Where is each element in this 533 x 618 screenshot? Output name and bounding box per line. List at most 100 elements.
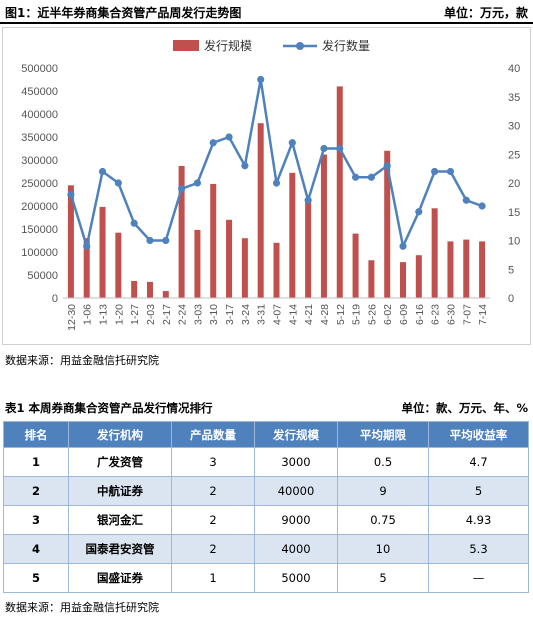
bar [447,241,454,298]
bar [241,238,248,298]
bar [210,183,217,298]
line-point [114,179,122,187]
line-point [367,173,375,181]
cell-org: 中航证券 [68,476,172,506]
table-title: 表1 本周券商集合资管产品发行情况排行 [5,401,213,415]
bar [479,241,486,298]
bar [336,86,343,299]
bar [131,280,138,298]
cell-rank: 3 [3,505,69,535]
x-tick-label: 2-24 [177,304,189,325]
cell-yield: 4.7 [428,447,529,477]
bar [289,172,296,298]
cell-term: 0.75 [337,505,429,535]
x-tick-label: 7-14 [477,304,489,325]
line-point [478,202,486,210]
line-point [257,75,265,84]
cell-scale: 4000 [254,534,338,564]
bar [83,238,90,298]
x-tick-label: 1-20 [113,304,125,325]
legend-line-marker [296,42,304,50]
cell-scale: 3000 [254,447,338,477]
y-left-tick-label: 200000 [21,201,58,213]
legend-line-label: 发行数量 [322,38,370,53]
bar [273,242,280,298]
table-row: 3 银河金汇 2 9000 0.75 4.93 [3,505,529,535]
y-right-tick-label: 20 [508,178,520,190]
bar [384,150,391,298]
bar [257,123,264,298]
cell-org: 广发资管 [68,447,172,477]
y-right-tick-label: 0 [508,293,514,305]
table-header-row: 排名 发行机构 产品数量 发行规模 平均期限 平均收益率 [3,421,529,448]
cell-rank: 5 [3,563,69,593]
cell-scale: 5000 [254,563,338,593]
figure-source: 数据来源：用益金融信托研究院 [5,354,159,367]
line-point [83,242,91,250]
line-point [399,242,407,250]
cell-count: 2 [171,476,255,506]
x-tick-label: 6-30 [445,304,457,325]
bar [352,233,359,298]
y-left-tick-label: 500000 [21,63,58,75]
x-tick-label: 4-14 [287,304,299,325]
cell-yield: — [428,563,529,593]
y-left-tick-label: 400000 [21,109,58,121]
bar [194,229,201,298]
x-tick-label: 6-09 [398,304,410,325]
y-right-tick-label: 15 [508,207,520,219]
header-rank: 排名 [3,421,69,448]
cell-rank: 1 [3,447,69,477]
x-tick-label: 3-24 [240,304,252,325]
x-tick-label: 3-31 [256,304,268,325]
cell-yield: 4.93 [428,505,529,535]
table-source: 数据来源：用益金融信托研究院 [5,601,159,614]
x-tick-label: 5-12 [335,304,347,325]
cell-rank: 4 [3,534,69,564]
bar [431,208,438,298]
cell-rank: 2 [3,476,69,506]
y-left-tick-label: 450000 [21,86,58,98]
bar [400,262,407,298]
line-point [67,190,75,199]
table-row: 5 国盛证券 1 5000 5 — [3,563,529,593]
x-tick-label: 4-07 [272,304,284,325]
line-point [304,196,312,204]
x-tick-label: 3-10 [208,304,220,325]
line-point [225,133,233,141]
bar [226,219,233,298]
x-tick-label: 12-30 [66,304,78,331]
cell-org: 银河金汇 [68,505,172,535]
legend-bar-swatch [173,40,199,51]
line-point [241,162,249,170]
line-point [320,144,328,153]
bar [178,165,185,298]
cell-yield: 5 [428,476,529,506]
line-point [288,139,296,147]
x-tick-label: 5-19 [351,304,363,325]
bar [146,281,153,298]
line-point [336,144,344,153]
y-left-tick-label: 150000 [21,224,58,236]
table-row: 4 国泰君安资管 2 4000 10 5.3 [3,534,529,564]
line-point [431,167,439,176]
x-tick-label: 5-26 [366,304,378,325]
table-unit: 单位：款、万元、年、% [401,401,528,415]
y-left-tick-label: 350000 [21,132,58,144]
header-org: 发行机构 [68,421,172,448]
line-point [462,196,470,204]
y-left-tick-label: 300000 [21,155,58,167]
x-tick-label: 6-02 [382,304,394,325]
x-tick-label: 2-17 [161,304,173,325]
figure-header: 图1：近半年券商集合资管产品周发行走势图 单位：万元，款 [0,0,533,24]
line-point [193,179,202,187]
figure-title: 图1：近半年券商集合资管产品周发行走势图 [5,5,242,20]
header-count: 产品数量 [171,421,255,448]
y-left-tick-label: 100000 [21,247,58,259]
y-right-tick-label: 10 [508,236,520,248]
combo-chart: 0 50000 100000 150000 200000 250000 300000 3500… [21,38,520,331]
cell-term: 0.5 [337,447,429,477]
y-right-tick-label: 5 [508,264,514,276]
cell-scale: 9000 [254,505,338,535]
cell-term: 9 [337,476,429,506]
